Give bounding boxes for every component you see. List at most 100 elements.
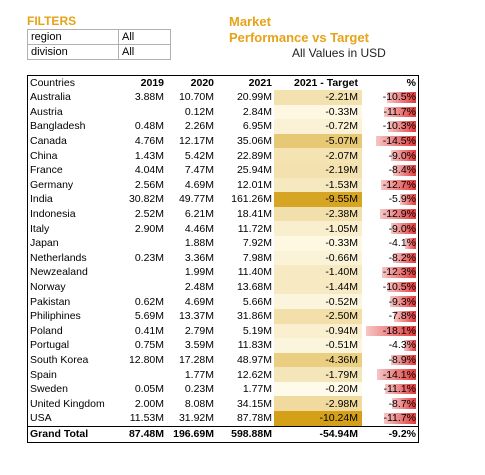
pct-databar — [394, 310, 416, 322]
pivot-table: Countries 2019 2020 2021 2021 - Target %… — [27, 75, 419, 443]
header-2020[interactable]: 2020 — [190, 77, 214, 89]
value-2019: 2.56M — [134, 178, 164, 191]
country-cell[interactable]: Netherlands — [30, 251, 87, 264]
diff-cell: -0.20M — [274, 381, 362, 397]
filter-row-division[interactable]: division All — [27, 44, 171, 60]
header-2021[interactable]: 2021 — [248, 77, 272, 89]
pct-databar — [391, 223, 416, 234]
header-countries[interactable]: Countries — [30, 77, 75, 89]
country-cell[interactable]: South Korea — [30, 353, 89, 366]
header-percent[interactable]: % — [406, 77, 416, 89]
diff-cell: -0.33M — [274, 104, 362, 120]
country-cell[interactable]: Australia — [30, 91, 71, 104]
table-row: Austria 0.12M 2.84M -0.33M -11.7% — [28, 104, 418, 120]
pct-cell: -8.9% — [362, 353, 418, 368]
report-title: Market Performance vs Target — [229, 14, 369, 46]
pct-cell: -12.7% — [362, 178, 418, 193]
filter-value-region[interactable]: All — [118, 29, 171, 45]
filters-title: FILTERS — [27, 14, 77, 28]
value-2019: 11.53M — [129, 412, 164, 425]
table-row: Spain 1.77M 12.62M -1.79M -14.1% — [28, 367, 418, 382]
filter-row-region[interactable]: region All — [27, 29, 171, 45]
value-2019: 3.88M — [134, 91, 164, 104]
table-row: South Korea 12.80M 17.28M 48.97M -4.36M -8.9% — [28, 352, 418, 368]
table-row: Netherlands 0.23M 3.36M 7.98M -0.66M -8.2% — [28, 250, 418, 266]
table-row: Poland 0.41M 2.79M 5.19M -0.94M -18.1% — [28, 323, 418, 339]
country-cell[interactable]: Italy — [30, 222, 50, 235]
pct-databar — [377, 369, 416, 380]
value-2021: 5.66M — [242, 295, 272, 308]
value-2021: 12.01M — [236, 178, 272, 191]
value-2020: 10.70M — [178, 91, 214, 104]
country-cell[interactable]: Norway — [30, 281, 66, 294]
header-2021-target[interactable]: 2021 - Target — [294, 77, 358, 89]
table-row: Bangladesh 0.48M 2.26M 6.95M -0.72M -10.3% — [28, 119, 418, 134]
table-row: India 30.82M 49.77M 161.26M -9.55M -5.9% — [28, 192, 418, 207]
filter-value-division[interactable]: All — [118, 44, 171, 60]
country-cell[interactable]: India — [30, 193, 53, 206]
table-row: USA 11.53M 31.92M 87.78M -10.24M -11.7% — [28, 411, 418, 426]
country-cell[interactable]: Indonesia — [30, 208, 76, 221]
table-row: Italy 2.90M 4.46M 11.72M -1.05M -9.0% — [28, 221, 418, 236]
pct-cell: -12.3% — [362, 265, 418, 280]
country-cell[interactable]: Sweden — [30, 383, 68, 396]
country-cell[interactable]: Germany — [30, 178, 74, 191]
diff-cell: -1.53M — [274, 177, 362, 193]
country-cell[interactable]: United Kingdom — [30, 397, 105, 410]
pct-label: -14.5% — [382, 135, 416, 148]
pct-databar — [375, 135, 416, 147]
value-2019: 4.76M — [134, 135, 164, 148]
diff-cell: -2.07M — [274, 148, 362, 163]
value-2021: 6.95M — [242, 120, 272, 133]
report-title-line1: Market — [229, 14, 271, 29]
country-cell[interactable]: China — [30, 149, 58, 162]
pct-databar — [404, 237, 416, 249]
value-2020: 4.46M — [184, 222, 214, 235]
pct-label: -4.1% — [388, 237, 416, 250]
country-cell[interactable]: France — [30, 164, 63, 177]
value-2019: 0.48M — [134, 120, 164, 133]
value-2020: 7.47M — [184, 164, 214, 177]
pct-databar — [383, 106, 416, 118]
country-cell[interactable]: Poland — [30, 324, 63, 337]
pct-databar — [382, 267, 416, 278]
country-cell[interactable]: Newzealand — [30, 266, 88, 279]
value-2020: 5.42M — [184, 149, 214, 162]
pct-databar — [390, 296, 416, 307]
country-cell[interactable]: Austria — [30, 105, 63, 118]
country-cell[interactable]: Canada — [30, 135, 67, 148]
pct-databar — [391, 354, 416, 366]
pct-label: -11.1% — [383, 383, 417, 396]
header-2019[interactable]: 2019 — [140, 77, 164, 89]
value-2019 — [116, 236, 166, 251]
filters-panel: region All division All — [27, 29, 171, 60]
total-2020: 196.69M — [173, 428, 214, 441]
country-cell[interactable]: USA — [30, 412, 52, 425]
diff-cell: -1.44M — [274, 279, 362, 295]
country-cell[interactable]: Japan — [30, 237, 59, 250]
diff-cell: -0.33M — [274, 235, 362, 251]
value-2021: 31.86M — [236, 310, 272, 323]
country-cell[interactable]: Portugal — [30, 339, 70, 352]
table-row: China 1.43M 5.42M 22.89M -2.07M -9.0% — [28, 148, 418, 163]
pct-cell: -9.0% — [362, 221, 418, 236]
diff-cell: -9.55M — [274, 192, 362, 207]
diff-cell: -2.98M — [274, 396, 362, 412]
pct-databar — [387, 281, 416, 293]
value-2020: 4.69M — [184, 178, 214, 191]
country-cell[interactable]: Philiphines — [30, 310, 81, 323]
pct-cell: -9.0% — [362, 148, 418, 163]
pct-databar — [380, 208, 416, 220]
value-2020: 6.21M — [184, 208, 214, 221]
country-cell[interactable]: Bangladesh — [30, 120, 86, 133]
total-diff: -54.94M — [319, 428, 358, 441]
pct-cell: -8.4% — [362, 163, 418, 178]
table-row: Norway 2.48M 13.68M -1.44M -10.5% — [28, 279, 418, 295]
filter-label: region — [27, 29, 119, 45]
total-2021: 598.88M — [231, 428, 272, 441]
value-2020: 17.28M — [178, 353, 214, 366]
diff-cell: -2.21M — [274, 90, 362, 105]
value-2021: 34.15M — [236, 397, 272, 410]
country-cell[interactable]: Pakistan — [30, 295, 71, 308]
country-cell[interactable]: Spain — [30, 368, 57, 381]
